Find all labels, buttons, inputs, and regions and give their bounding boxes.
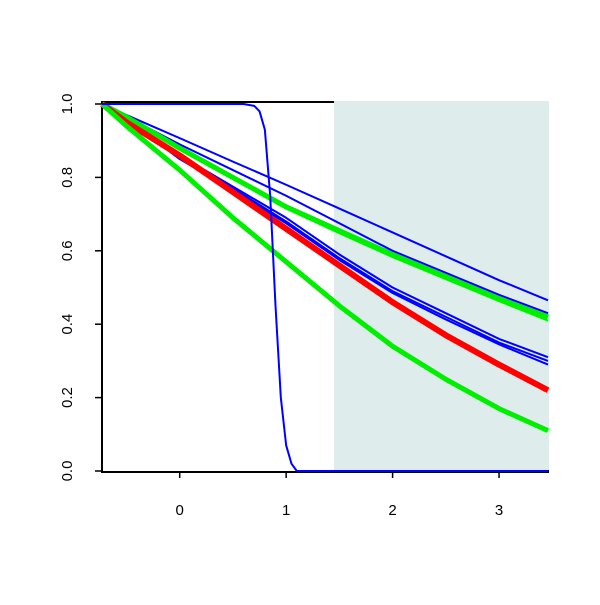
series-line [102, 103, 548, 472]
series-line [101, 103, 549, 322]
y-tick-label: 0.4 [59, 314, 76, 335]
x-tick-label: 3 [495, 502, 503, 519]
y-tick-label: 0.0 [59, 461, 76, 482]
series-line [100, 102, 550, 433]
y-tick-label: 0.8 [59, 167, 76, 188]
series-line [100, 101, 550, 393]
x-tick-label: 2 [388, 502, 396, 519]
series-line [100, 101, 549, 320]
y-tick-label: 1.0 [59, 94, 76, 115]
x-tick-label: 0 [176, 502, 184, 519]
series-line [101, 103, 549, 302]
y-tick-label: 0.6 [59, 240, 76, 261]
x-tick-label: 1 [282, 502, 290, 519]
y-tick-label: 0.2 [59, 387, 76, 408]
